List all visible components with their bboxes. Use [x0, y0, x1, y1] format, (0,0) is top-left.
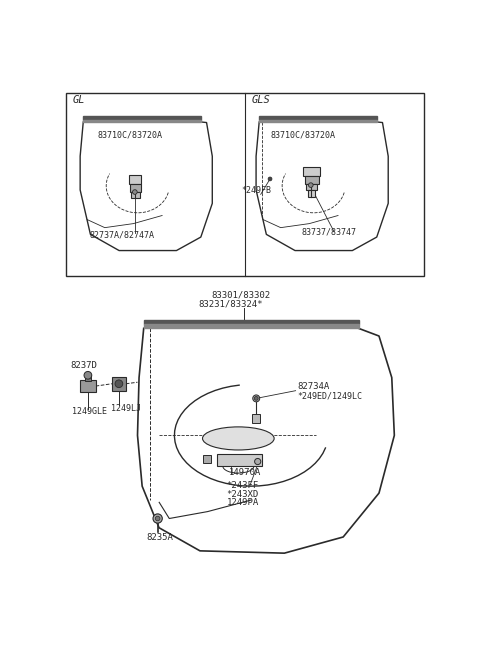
Text: 83301/83302: 83301/83302 [211, 290, 270, 300]
Text: *243FF: *243FF [227, 482, 259, 491]
Polygon shape [259, 120, 377, 122]
Circle shape [153, 514, 162, 523]
Text: 82737A/82747A: 82737A/82747A [89, 230, 155, 239]
Polygon shape [259, 116, 377, 120]
Bar [305, 176, 319, 183]
Text: 1249GLE: 1249GLE [72, 407, 108, 416]
Bar [306, 183, 317, 191]
Circle shape [115, 380, 123, 388]
Bar [129, 175, 141, 185]
Text: 8235A: 8235A [147, 533, 174, 542]
Text: GLS: GLS [252, 95, 270, 104]
Bar [80, 380, 96, 392]
Text: 1249PA: 1249PA [227, 499, 259, 507]
Circle shape [268, 177, 272, 181]
Circle shape [254, 459, 261, 464]
Polygon shape [144, 320, 359, 325]
Bar [85, 375, 91, 380]
Bar [131, 192, 140, 198]
Polygon shape [83, 120, 201, 122]
Text: 83231/83324*: 83231/83324* [198, 300, 263, 309]
Bar [308, 191, 315, 196]
Bar [66, 93, 424, 276]
Text: *249FB: *249FB [241, 186, 271, 194]
Text: 83737/83747: 83737/83747 [302, 227, 357, 237]
Bar [130, 185, 141, 192]
Circle shape [156, 516, 160, 521]
Text: 83710C/83720A: 83710C/83720A [271, 130, 336, 139]
Text: 83710C/83720A: 83710C/83720A [97, 130, 162, 139]
Text: GL: GL [72, 95, 85, 104]
Circle shape [132, 190, 137, 194]
Polygon shape [83, 116, 201, 120]
Circle shape [309, 183, 313, 187]
Bar [204, 455, 211, 463]
Bar [303, 167, 320, 176]
Text: 82734A: 82734A [297, 382, 329, 391]
Text: 8237D: 8237D [70, 361, 97, 371]
Polygon shape [144, 325, 359, 328]
Text: 14970A: 14970A [229, 468, 261, 478]
Bar [252, 414, 260, 423]
Circle shape [254, 396, 258, 400]
Text: 1249LJ: 1249LJ [111, 403, 141, 413]
Text: *249ED/1249LC: *249ED/1249LC [297, 392, 362, 400]
Ellipse shape [203, 427, 274, 450]
Bar [112, 377, 126, 391]
Circle shape [84, 371, 92, 379]
Bar [216, 454, 262, 466]
Text: *243XD: *243XD [227, 490, 259, 499]
Circle shape [253, 395, 260, 402]
